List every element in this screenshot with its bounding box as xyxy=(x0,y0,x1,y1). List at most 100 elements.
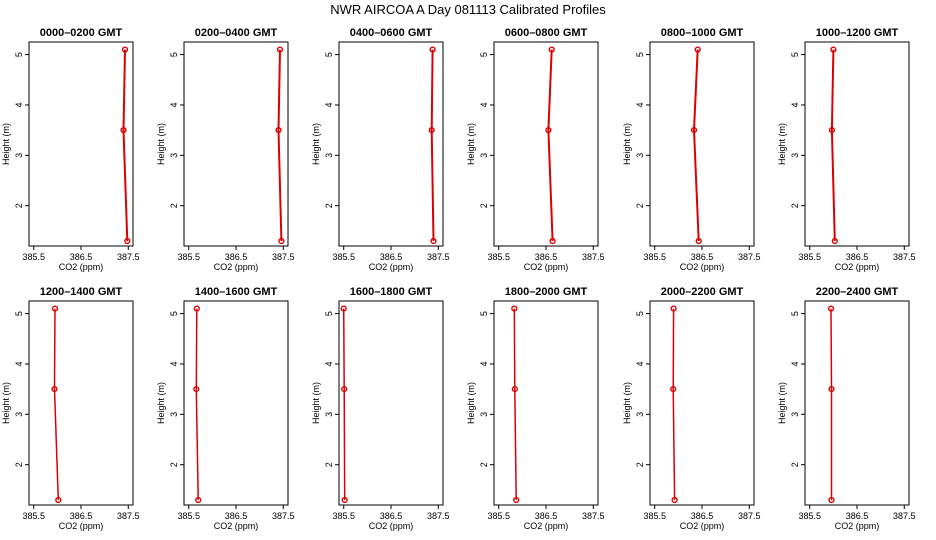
y-tick-label: 4 xyxy=(479,102,489,107)
profile-point xyxy=(513,496,520,504)
x-tick-label: 386.5 xyxy=(70,252,93,262)
x-axis-label: CO2 (ppm) xyxy=(524,262,569,272)
y-tick-label: 3 xyxy=(790,412,800,417)
y-tick-label: 3 xyxy=(324,153,334,158)
x-tick-label: 385.5 xyxy=(177,252,200,262)
y-tick-label: 2 xyxy=(169,462,179,467)
profile-point xyxy=(55,496,62,504)
profile-point xyxy=(341,386,348,393)
x-axis-label: CO2 (ppm) xyxy=(680,262,725,272)
y-tick-label: 3 xyxy=(14,153,24,158)
profile-point xyxy=(193,386,200,393)
y-tick-label: 5 xyxy=(479,52,489,57)
profile-panel: 0400–0600 GMT 385.5 386.5 387.5 2 3 4 5 CO2 (ppm… xyxy=(311,27,450,272)
y-axis-label: Height (m) xyxy=(311,382,321,424)
x-tick-label: 385.5 xyxy=(332,511,355,521)
profile-point xyxy=(278,237,285,245)
y-tick-label: 4 xyxy=(635,361,645,366)
profile-line xyxy=(122,49,129,242)
profile-point xyxy=(429,46,436,53)
y-tick-label: 5 xyxy=(790,52,800,57)
x-tick-label: 387.5 xyxy=(272,252,295,262)
y-tick-label: 2 xyxy=(479,203,489,208)
y-axis-label: Height (m) xyxy=(622,382,632,424)
y-tick-label: 4 xyxy=(790,102,800,107)
x-tick-label: 386.5 xyxy=(380,252,403,262)
y-axis-label: Height (m) xyxy=(1,382,11,424)
x-axis-label: CO2 (ppm) xyxy=(835,521,880,531)
profile-point xyxy=(341,496,348,504)
x-tick-label: 386.5 xyxy=(70,511,93,521)
y-axis-label: Height (m) xyxy=(156,123,166,165)
profile-line xyxy=(342,308,346,501)
x-axis-label: CO2 (ppm) xyxy=(214,521,259,531)
y-axis-label: Height (m) xyxy=(466,382,476,424)
y-tick-label: 5 xyxy=(324,52,334,57)
panel-title: 0400–0600 GMT xyxy=(350,27,433,39)
profile-panel: 0200–0400 GMT 385.5 386.5 387.5 2 3 4 5 CO2 (ppm… xyxy=(156,27,295,272)
y-tick-label: 2 xyxy=(479,462,489,467)
panel-title: 2200–2400 GMT xyxy=(816,286,899,298)
panel-title: 0000–0200 GMT xyxy=(40,27,123,39)
profile-point xyxy=(670,305,677,312)
y-tick-label: 5 xyxy=(169,52,179,57)
y-axis-label: Height (m) xyxy=(466,123,476,165)
profile-point xyxy=(830,46,837,53)
x-tick-label: 385.5 xyxy=(332,252,355,262)
chart-main-title: NWR AIRCOA A Day 081113 Calibrated Profi… xyxy=(330,2,606,17)
x-tick-label: 386.5 xyxy=(846,511,869,521)
panel-title: 1800–2000 GMT xyxy=(505,286,588,298)
profile-line xyxy=(547,49,554,242)
profile-point xyxy=(828,386,835,393)
plot-frame xyxy=(804,41,910,247)
x-tick-label: 385.5 xyxy=(487,511,510,521)
x-axis-label: CO2 (ppm) xyxy=(214,262,259,272)
plot-frame xyxy=(338,41,444,247)
x-tick-label: 385.5 xyxy=(798,511,821,521)
y-tick-label: 2 xyxy=(635,462,645,467)
panel-title: 1000–1200 GMT xyxy=(816,27,899,39)
profile-point xyxy=(120,127,127,134)
profile-panel: 0800–1000 GMT 385.5 386.5 387.5 2 3 4 5 CO2 (ppm… xyxy=(622,27,761,272)
x-axis-label: CO2 (ppm) xyxy=(369,521,414,531)
panel-title: 1400–1600 GMT xyxy=(195,286,278,298)
profile-line xyxy=(53,308,60,501)
profile-line xyxy=(830,308,833,500)
y-axis-label: Height (m) xyxy=(777,382,787,424)
profile-point xyxy=(276,46,284,53)
y-tick-label: 5 xyxy=(635,52,645,57)
profile-point xyxy=(690,127,698,134)
profile-point xyxy=(695,237,702,245)
x-axis-label: CO2 (ppm) xyxy=(369,262,414,272)
plot-frame xyxy=(28,41,134,247)
y-axis-label: Height (m) xyxy=(777,123,787,165)
x-tick-label: 385.5 xyxy=(643,252,666,262)
profile-point xyxy=(671,496,678,504)
profile-point xyxy=(430,237,437,245)
y-tick-label: 4 xyxy=(14,102,24,107)
profile-point xyxy=(670,386,677,393)
panel-title: 0600–0800 GMT xyxy=(505,27,588,39)
y-tick-label: 4 xyxy=(169,102,179,107)
panel-title: 0800–1000 GMT xyxy=(661,27,744,39)
y-tick-label: 2 xyxy=(790,203,800,208)
profile-panel: 1200–1400 GMT 385.5 386.5 387.5 2 3 4 5 CO2 (ppm… xyxy=(1,286,140,531)
profile-line xyxy=(513,308,517,501)
profile-line xyxy=(277,49,283,242)
x-tick-label: 387.5 xyxy=(738,511,761,521)
profile-point xyxy=(694,46,701,53)
y-tick-label: 3 xyxy=(635,412,645,417)
plot-frame xyxy=(493,300,599,506)
profile-point xyxy=(428,127,435,134)
y-tick-label: 5 xyxy=(324,311,334,316)
y-tick-label: 2 xyxy=(14,462,24,467)
profile-point xyxy=(195,496,202,504)
profile-point xyxy=(193,305,200,312)
y-tick-label: 5 xyxy=(790,311,800,316)
profile-point xyxy=(549,237,556,245)
y-tick-label: 3 xyxy=(479,153,489,158)
y-tick-label: 2 xyxy=(790,462,800,467)
y-tick-label: 5 xyxy=(169,311,179,316)
plot-frame xyxy=(183,300,289,506)
x-tick-label: 385.5 xyxy=(643,511,666,521)
